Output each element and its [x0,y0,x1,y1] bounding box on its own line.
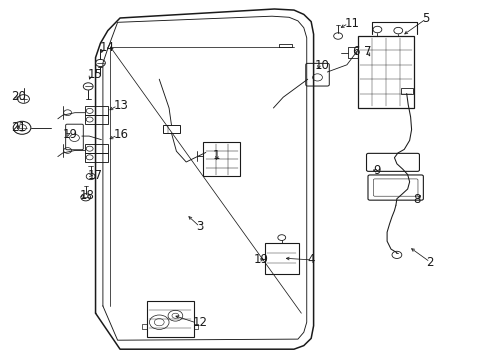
Text: 19: 19 [63,129,78,141]
Text: 8: 8 [413,193,420,206]
Text: 20: 20 [11,90,26,103]
Text: 1: 1 [213,149,220,162]
Text: 15: 15 [87,68,102,81]
Text: 3: 3 [196,220,203,233]
Text: 9: 9 [373,165,381,177]
Bar [163,125,180,133]
Bar [147,301,194,337]
Text: 2: 2 [426,256,434,269]
Text: 14: 14 [99,41,115,54]
Text: 17: 17 [87,169,102,182]
Text: 4: 4 [308,253,315,266]
Bar [85,115,108,124]
Text: 6: 6 [352,45,359,58]
Bar [85,106,108,115]
Bar [85,153,108,162]
Text: 16: 16 [114,129,129,141]
Bar [358,36,414,108]
Text: 19: 19 [254,253,269,266]
Text: 12: 12 [193,316,208,329]
Bar [401,88,413,94]
Text: 18: 18 [79,189,94,202]
Bar [85,144,108,153]
Text: 5: 5 [422,12,430,25]
Bar [265,243,299,274]
Text: 13: 13 [114,99,128,112]
Text: 7: 7 [364,45,371,58]
Text: 11: 11 [344,17,360,30]
Text: 10: 10 [315,59,330,72]
Text: 21: 21 [11,121,26,134]
Bar [203,142,240,176]
